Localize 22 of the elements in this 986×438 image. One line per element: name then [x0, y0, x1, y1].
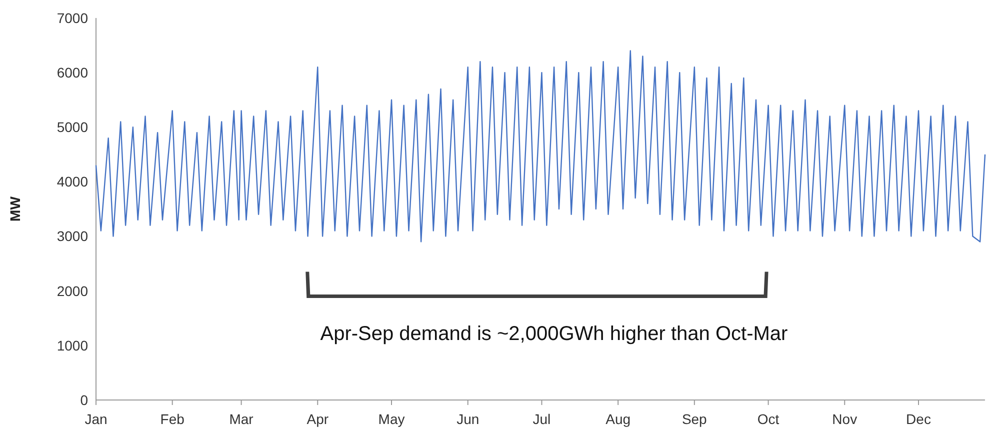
x-tick-label: Nov: [832, 411, 858, 427]
x-tick-label: Jul: [532, 411, 551, 427]
y-axis-title: MW: [7, 196, 23, 222]
y-tick-label: 3000: [56, 228, 88, 244]
x-tick-label: Jan: [84, 411, 108, 427]
y-tick-label: 4000: [56, 174, 88, 190]
x-tick-label: Sep: [682, 411, 708, 427]
y-tick-label: 1000: [56, 337, 88, 354]
x-tick-label: Jun: [456, 411, 480, 427]
y-tick-label: 0: [80, 392, 88, 408]
x-tick-label: Apr: [306, 411, 329, 427]
y-tick-label: 2000: [56, 282, 88, 299]
x-tick-label: Mar: [229, 411, 254, 427]
annotation: Apr-Sep demand is ~2,000GWh higher than Oct-Mar: [320, 322, 788, 345]
y-tick-label: 6000: [56, 64, 88, 80]
x-tick-label: Feb: [160, 411, 185, 427]
x-tick-label: Dec: [906, 411, 931, 427]
x-tick-label: May: [378, 411, 405, 427]
x-tick-label: Oct: [757, 411, 780, 427]
y-tick-label: 7000: [56, 10, 88, 26]
y-tick-label: 5000: [56, 119, 88, 136]
x-tick-label: Aug: [606, 411, 631, 427]
